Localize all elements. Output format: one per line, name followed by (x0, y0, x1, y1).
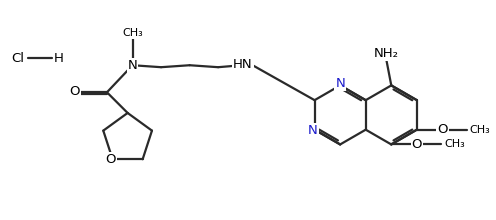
Text: HN: HN (233, 58, 252, 71)
Text: Cl: Cl (11, 52, 24, 65)
Text: N: N (335, 77, 345, 90)
Text: CH₃: CH₃ (470, 125, 490, 135)
Text: N: N (308, 124, 317, 137)
Text: NH₂: NH₂ (374, 48, 399, 60)
Text: N: N (127, 59, 137, 72)
Text: O: O (105, 153, 116, 166)
Text: CH₃: CH₃ (122, 28, 143, 38)
Text: O: O (69, 85, 80, 98)
Text: O: O (412, 138, 422, 151)
Text: O: O (437, 123, 448, 136)
Text: CH₃: CH₃ (444, 139, 465, 149)
Text: H: H (54, 52, 63, 65)
